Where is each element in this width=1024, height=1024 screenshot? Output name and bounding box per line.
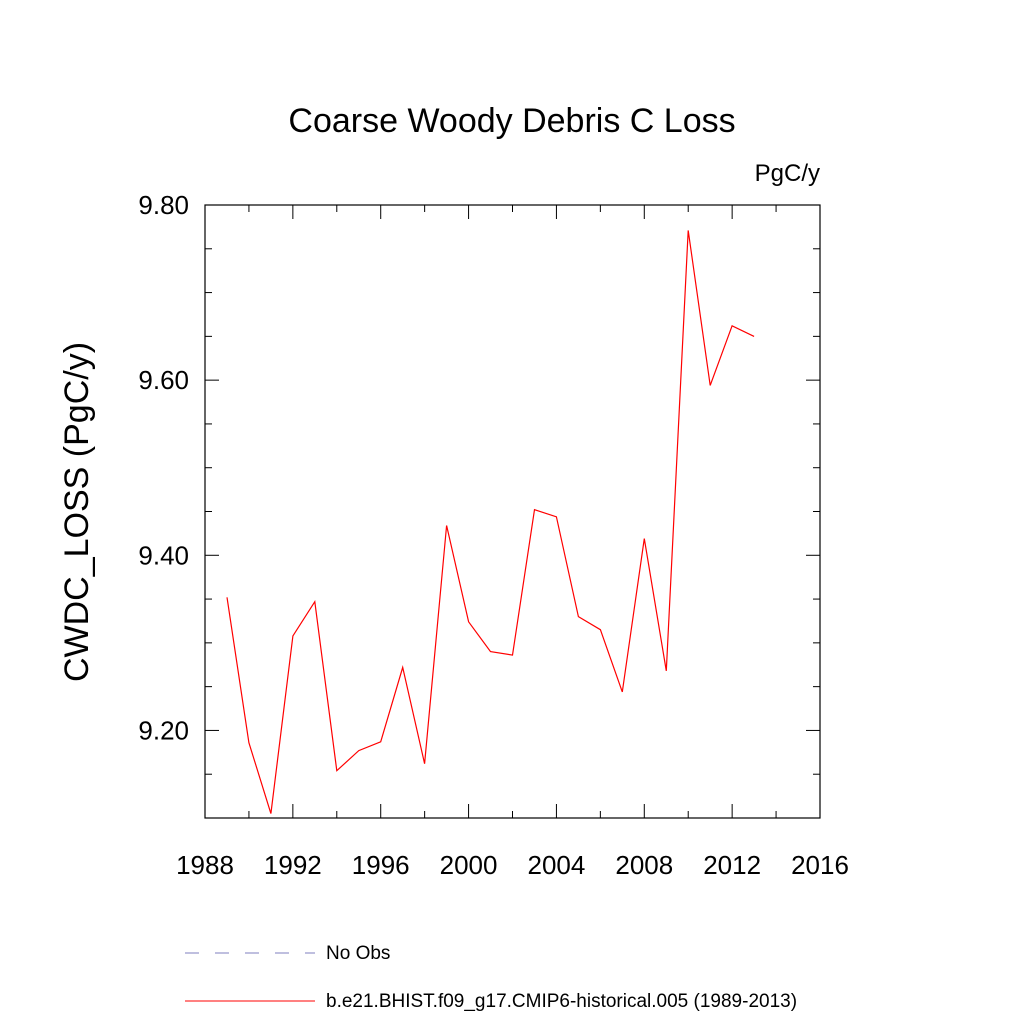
plot-frame <box>204 204 821 819</box>
y-tick-label: 9.60 <box>138 365 189 395</box>
x-tick-label: 2008 <box>615 850 673 880</box>
x-tick-label: 2000 <box>440 850 498 880</box>
x-tick-label: 2016 <box>791 850 849 880</box>
axis-tick-labels: 1988 1992 1996 2000 2004 2008 2012 2016 9.20 9.40… <box>138 190 849 880</box>
y-tick-label: 9.20 <box>138 715 189 745</box>
y-tick-label: 9.40 <box>138 540 189 570</box>
series-line <box>226 230 755 814</box>
x-tick-label: 1992 <box>264 850 322 880</box>
x-tick-label: 2004 <box>528 850 586 880</box>
legend-label-model: b.e21.BHIST.f09_g17.CMIP6-historical.005… <box>326 991 797 1012</box>
units-label: PgC/y <box>755 160 820 187</box>
legend-label-no-obs: No Obs <box>326 943 390 964</box>
series-layer <box>226 230 755 814</box>
x-tick-label: 2012 <box>703 850 761 880</box>
x-tick-label: 1996 <box>352 850 410 880</box>
chart-title: Coarse Woody Debris C Loss <box>288 102 735 140</box>
y-axis-label: CWDC_LOSS (PgC/y) <box>58 342 96 682</box>
legend: No Obs b.e21.BHIST.f09_g17.CMIP6-histori… <box>185 943 797 1012</box>
y-tick-label: 9.80 <box>138 190 189 220</box>
x-tick-label: 1988 <box>176 850 234 880</box>
axis-ticks <box>204 204 821 819</box>
